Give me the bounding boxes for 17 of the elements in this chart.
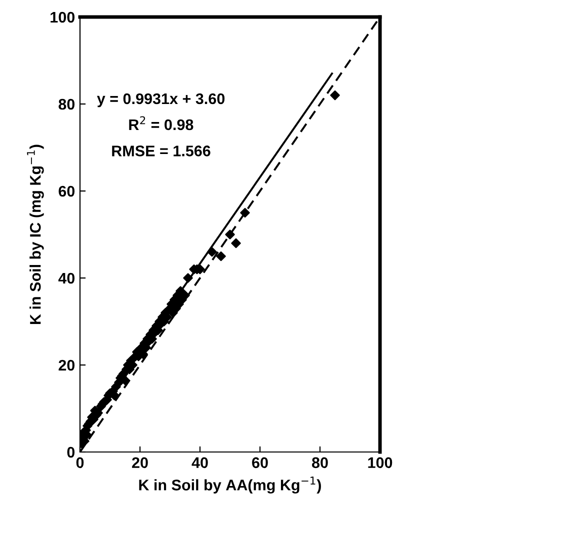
y-tick-label: 60 [58,186,75,197]
y-tick-label: 40 [58,272,75,284]
y-tick-label: 0 [67,446,75,458]
x-tick-label: 100 [368,457,392,468]
annotation: y = 0.9931x + 3.60 [96,93,225,108]
x-tick-label: 80 [312,457,328,468]
y-tick-label: 20 [58,360,75,371]
annotation: RMSE = 1.566 [112,146,210,156]
y-tick-label: 100 [50,12,75,23]
y-axis-title: K in Soil by IC (mg Kg$^{−1}$) [26,144,44,324]
x-axis-title: K in Soil by AA(mg Kg$^{−1}$) [139,476,321,494]
x-tick-label: 40 [192,457,208,468]
x-tick-label: 60 [252,457,268,468]
x-tick-label: 0 [76,457,84,468]
annotation: R$^{2}$ = 0.98 [129,116,194,130]
x-tick-label: 20 [132,457,148,468]
y-tick-label: 80 [58,98,75,110]
